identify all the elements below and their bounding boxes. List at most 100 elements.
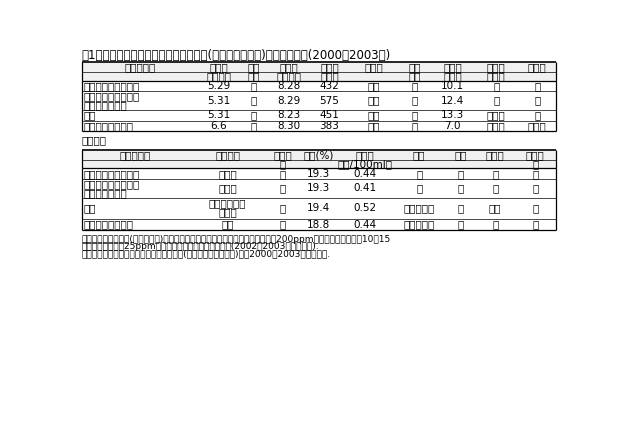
Text: 硬: 硬 <box>279 184 285 194</box>
Text: （ｇ）: （ｇ） <box>443 71 462 81</box>
Text: 中: 中 <box>532 169 539 179</box>
Text: 円筒: 円筒 <box>368 81 380 91</box>
Text: 18.8: 18.8 <box>307 220 330 230</box>
Text: 451: 451 <box>320 110 340 120</box>
Text: オリエンタルスター(無核化栽培)は短梢剪定樹で、開花前にストレプトマイシン200ppm散布、満開時と満開10～15: オリエンタルスター(無核化栽培)は短梢剪定樹で、開花前にストレプトマイシン200… <box>81 235 391 244</box>
Text: 度: 度 <box>279 159 285 169</box>
Text: るい: るい <box>248 71 260 81</box>
Text: オリエンタルスター: オリエンタルスター <box>84 180 140 190</box>
Text: 易～中: 易～中 <box>487 121 506 131</box>
Text: 果肉硬: 果肉硬 <box>273 150 292 160</box>
Text: 無: 無 <box>534 81 541 91</box>
Text: その他はいずれも長梢剪定による有核栽培(ジベレリン等無処理)で、2000～2003年の平均値.: その他はいずれも長梢剪定による有核栽培(ジベレリン等無処理)で、2000～200… <box>81 249 331 258</box>
Text: 中: 中 <box>532 184 539 194</box>
Text: 8.23: 8.23 <box>277 110 300 120</box>
Text: （月日）: （月日） <box>277 71 302 81</box>
Text: 崩壊性: 崩壊性 <box>218 184 237 194</box>
Text: 容易: 容易 <box>489 204 501 214</box>
Text: 19.3: 19.3 <box>307 184 330 194</box>
Text: フォクシー: フォクシー <box>404 204 435 214</box>
Text: 円筒: 円筒 <box>368 95 380 105</box>
Text: 性: 性 <box>532 159 539 169</box>
Text: （無核化栽培）: （無核化栽培） <box>84 100 128 110</box>
Text: 無: 無 <box>458 220 464 230</box>
Text: 易～中: 易～中 <box>487 110 506 120</box>
Text: 575: 575 <box>320 95 340 105</box>
Text: 少: 少 <box>251 81 257 91</box>
Text: 果粒重: 果粒重 <box>443 62 462 72</box>
Text: 無～中: 無～中 <box>528 121 547 131</box>
Text: 品種・系統: 品種・系統 <box>124 62 156 72</box>
Text: 中: 中 <box>251 110 257 120</box>
Text: 密: 密 <box>411 110 417 120</box>
Text: オリエンタルスター: オリエンタルスター <box>84 81 140 91</box>
Text: 裂果性: 裂果性 <box>528 62 547 72</box>
Text: 無: 無 <box>534 110 541 120</box>
Text: 巨峰: 巨峰 <box>84 204 96 214</box>
Text: オリエンタルスター: オリエンタルスター <box>84 91 140 102</box>
Text: 円筒: 円筒 <box>368 121 380 131</box>
Text: 渋み: 渋み <box>455 150 467 160</box>
Text: （ｇ/100ml）: （ｇ/100ml） <box>338 159 393 169</box>
Text: 7.0: 7.0 <box>445 121 461 131</box>
Text: オリエンタルスター: オリエンタルスター <box>84 169 140 179</box>
Text: ネオ・マスカット: ネオ・マスカット <box>84 220 134 230</box>
Text: 中: 中 <box>492 169 498 179</box>
Text: 塊状: 塊状 <box>221 220 234 230</box>
Text: 8.28: 8.28 <box>277 81 300 91</box>
Text: 収穫期: 収穫期 <box>280 62 299 72</box>
Text: 12.4: 12.4 <box>441 95 465 105</box>
Text: 0.44: 0.44 <box>354 220 377 230</box>
Text: （月日）: （月日） <box>207 71 231 81</box>
Text: 中: 中 <box>411 81 417 91</box>
Text: 少: 少 <box>251 95 257 105</box>
Text: 崩壊性: 崩壊性 <box>218 169 237 179</box>
Text: 無: 無 <box>458 169 464 179</box>
Text: 0.52: 0.52 <box>354 204 377 214</box>
Text: 383: 383 <box>320 121 340 131</box>
Text: 日持ち: 日持ち <box>526 150 545 160</box>
Text: 5.31: 5.31 <box>207 110 230 120</box>
Text: 中: 中 <box>279 220 285 230</box>
Text: 10.1: 10.1 <box>441 81 465 91</box>
Text: （ｇ）: （ｇ） <box>320 71 339 81</box>
Text: 19.3: 19.3 <box>307 169 330 179</box>
Text: 円筒: 円筒 <box>368 110 380 120</box>
Text: 表1　「オリエンタルスター」の育成地(広島県安芸津町)における特性(2000～2003年): 表1 「オリエンタルスター」の育成地(広島県安芸津町)における特性(2000～2… <box>81 49 391 62</box>
Text: 5.29: 5.29 <box>207 81 230 91</box>
Text: 0.41: 0.41 <box>354 184 377 194</box>
Text: 密度: 密度 <box>408 71 420 81</box>
Text: 果房重: 果房重 <box>320 62 339 72</box>
Text: 日後にジベレリン25ppmで花（果）房浸漬処理を行った(2002～2003年の平均値).: 日後にジベレリン25ppmで花（果）房浸漬処理を行った(2002～2003年の平… <box>81 242 319 251</box>
Text: 着粒: 着粒 <box>408 62 420 72</box>
Text: 短: 短 <box>532 204 539 214</box>
Text: 密: 密 <box>411 121 417 131</box>
Text: 果房形: 果房形 <box>364 62 383 72</box>
Text: 香気: 香気 <box>413 150 425 160</box>
Text: 中: 中 <box>532 220 539 230</box>
Text: 無: 無 <box>534 95 541 105</box>
Text: 硬: 硬 <box>279 169 285 179</box>
Text: 中: 中 <box>279 204 285 214</box>
Text: 糖度(%): 糖度(%) <box>304 150 334 160</box>
Text: 中: 中 <box>492 220 498 230</box>
Text: の中間: の中間 <box>218 207 237 217</box>
Text: 6.6: 6.6 <box>210 121 227 131</box>
Text: 8.29: 8.29 <box>277 95 300 105</box>
Text: マスカット: マスカット <box>404 220 435 230</box>
Text: 無: 無 <box>458 184 464 194</box>
Text: 巨峰: 巨峰 <box>84 110 96 120</box>
Text: 8.30: 8.30 <box>277 121 300 131</box>
Text: 中: 中 <box>493 81 499 91</box>
Text: の難易: の難易 <box>487 71 506 81</box>
Text: 脱粒性: 脱粒性 <box>486 150 504 160</box>
Text: 酸含量: 酸含量 <box>356 150 374 160</box>
Text: 5.31: 5.31 <box>207 95 230 105</box>
Text: （無核化栽培）: （無核化栽培） <box>84 188 128 198</box>
Text: 中: 中 <box>411 95 417 105</box>
Text: 無: 無 <box>416 169 422 179</box>
Text: 品種・系統: 品種・系統 <box>120 150 151 160</box>
Text: 0.44: 0.44 <box>354 169 377 179</box>
Text: （続き）: （続き） <box>81 136 106 146</box>
Text: 無: 無 <box>416 184 422 194</box>
